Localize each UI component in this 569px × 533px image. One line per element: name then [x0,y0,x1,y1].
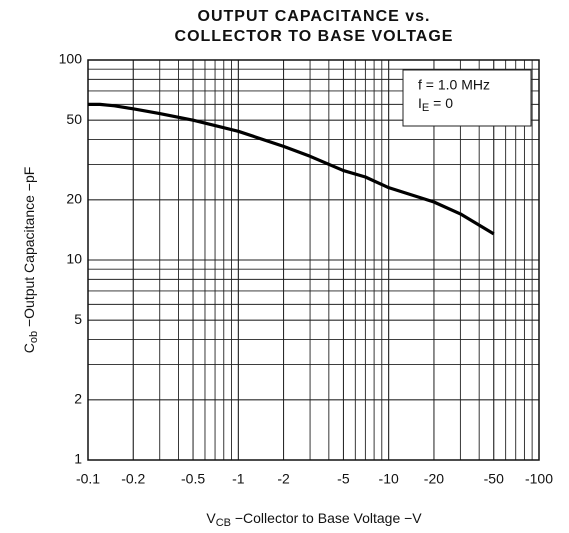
x-axis-label: VCB −Collector to Base Voltage −V [206,510,422,529]
y-tick-label: 2 [74,390,82,406]
y-axis-label: Cob −Output Capacitance −pF [21,167,40,354]
x-tick-label: -50 [484,471,504,487]
x-tick-label: -0.1 [76,471,100,487]
chart-title: COLLECTOR TO BASE VOLTAGE [175,28,454,45]
y-axis-label: ob [28,331,40,343]
annotation-box [402,69,532,127]
x-tick-label: -100 [525,471,553,487]
plot-frame [87,59,540,461]
y-tick-label: 20 [66,190,82,206]
y-tick-label: 5 [74,311,82,327]
annotation: I [418,95,422,111]
annotation: = 0 [429,95,453,111]
y-axis-label: C [21,343,37,353]
x-tick-label: -0.2 [121,471,145,487]
annotation: E [422,102,429,114]
annotation: f = 1.0 MHz [418,77,490,93]
x-tick-label: -0.5 [181,471,205,487]
x-tick-label: -10 [379,471,399,487]
x-tick-label: -2 [277,471,290,487]
y-tick-label: 1 [74,451,82,467]
x-tick-label: -20 [424,471,444,487]
chart-title: OUTPUT CAPACITANCE vs. [198,8,431,25]
annotation: IE = 0 [418,95,453,114]
data-line [88,102,495,236]
y-tick-label: 100 [59,51,83,67]
x-axis-label: CB [216,517,231,529]
y-axis-label: −Output Capacitance −pF [21,167,37,331]
x-tick-label: -5 [337,471,350,487]
x-axis-label: −Collector to Base Voltage −V [231,510,422,526]
x-tick-label: -1 [232,471,245,487]
x-axis-label: V [206,510,216,526]
y-tick-label: 50 [66,111,82,127]
y-tick-label: 10 [66,251,82,267]
